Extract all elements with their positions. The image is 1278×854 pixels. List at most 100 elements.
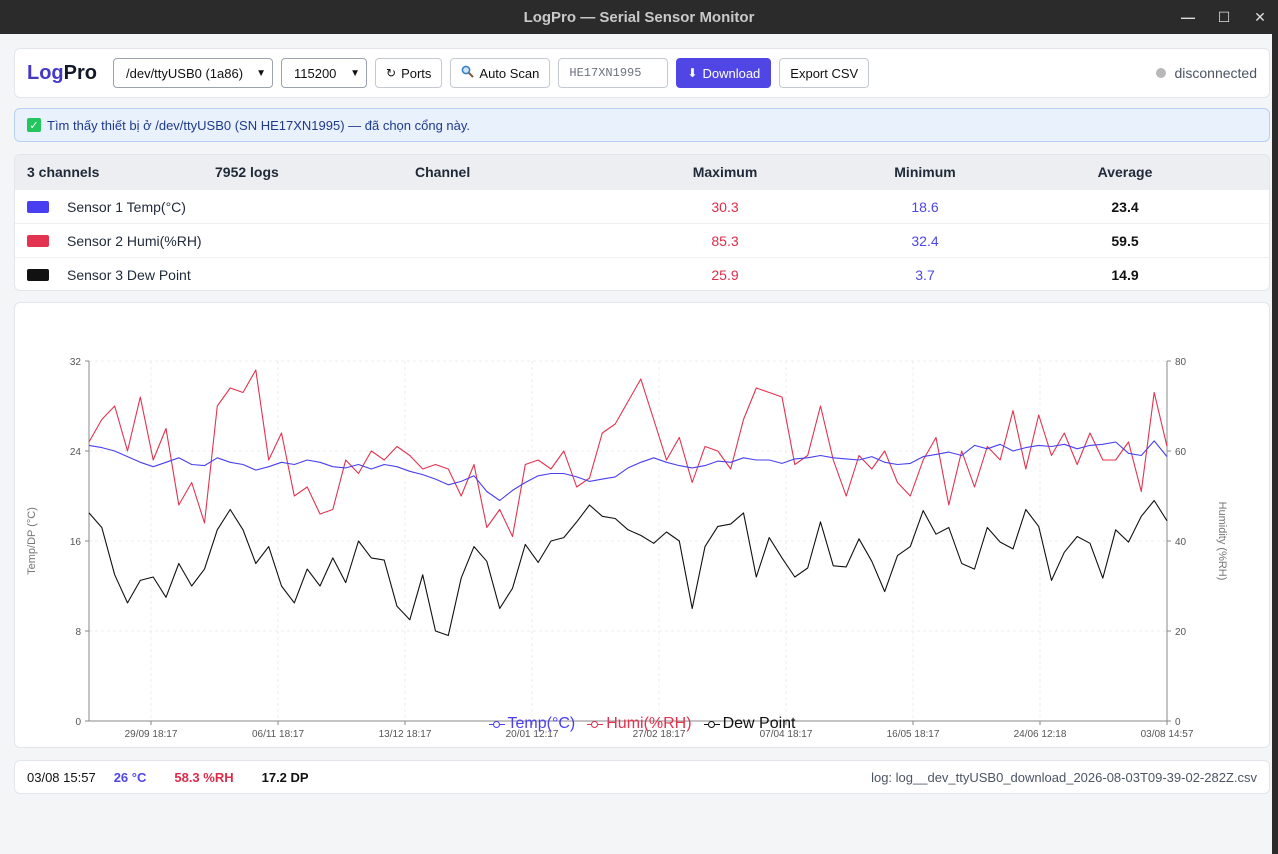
y-tick-left: 8: [75, 627, 81, 638]
legend-marker-icon: [587, 719, 604, 729]
minimize-icon[interactable]: —: [1181, 9, 1195, 25]
avg-value: 59.5: [1111, 232, 1139, 249]
max-value: 85.3: [711, 232, 739, 249]
close-icon[interactable]: ✕: [1254, 8, 1266, 25]
legend-label: Temp(°C): [507, 715, 576, 732]
header-average: Average: [1097, 164, 1153, 180]
legend-item-humi[interactable]: Humi(%RH): [587, 715, 692, 733]
avg-value: 14.9: [1111, 266, 1139, 283]
y-tick-right: 20: [1175, 627, 1187, 638]
stats-header-row: 3 channels 7952 logs Channel Maximum Min…: [15, 155, 1269, 189]
series-line-tempc: [88, 440, 1168, 502]
table-row: Sensor 1 Temp(°C) 30.3 18.6 23.4: [15, 189, 1269, 223]
port-select-value: /dev/ttyUSB0 (1a86): [126, 65, 244, 81]
y-tick-left: 0: [75, 717, 81, 728]
y-tick-right: 40: [1175, 537, 1187, 548]
header-minimum: Minimum: [894, 164, 956, 180]
max-value: 25.9: [711, 266, 739, 283]
x-tick-label: 29/09 18:17: [125, 729, 178, 740]
channel-name: Sensor 2 Humi(%RH): [67, 232, 202, 249]
min-value: 32.4: [911, 232, 939, 249]
header-logs: 7952 logs: [215, 164, 279, 180]
y-tick-left: 32: [70, 357, 82, 368]
log-filename: log: log__dev_ttyUSB0_download_2026-08-0…: [871, 769, 1257, 785]
baud-select[interactable]: 115200 ▼: [281, 58, 367, 88]
avg-value: 23.4: [1111, 198, 1139, 215]
header-maximum: Maximum: [692, 164, 758, 180]
download-label: Download: [702, 65, 761, 81]
table-row: Sensor 3 Dew Point 25.9 3.7 14.9: [15, 257, 1269, 290]
connection-status: disconnected: [1156, 65, 1257, 81]
x-tick-label: 06/11 18:17: [252, 729, 305, 740]
x-tick-label: 03/08 14:57: [1141, 729, 1194, 740]
channel-color-swatch: [27, 268, 49, 281]
toolbar: LogPro /dev/ttyUSB0 (1a86) ▼ 115200 ▼ ↻ …: [14, 48, 1270, 98]
min-value: 3.7: [915, 266, 935, 283]
sensor-chart[interactable]: 0 8 16 24 32 0 20 40 60 80 29/09 18:17 06/11 18:17 1…: [15, 303, 1271, 749]
x-tick-label: 16/05 18:17: [887, 729, 940, 740]
last-dew-point: 17.2 DP: [261, 769, 309, 785]
port-select[interactable]: /dev/ttyUSB0 (1a86) ▼: [113, 58, 273, 88]
y-tick-left: 24: [70, 447, 82, 458]
channel-cell: Sensor 3 Dew Point: [15, 267, 625, 283]
legend-item-temp[interactable]: Temp(°C): [488, 715, 576, 733]
check-icon: ✓: [27, 118, 41, 132]
channel-color-swatch: [27, 200, 49, 213]
legend-label: Dew Point: [722, 715, 796, 732]
header-channel: Channel: [415, 164, 471, 180]
x-tick-label: 24/06 12:18: [1014, 729, 1067, 740]
min-value: 18.6: [911, 198, 939, 215]
last-temp: 26 °C: [113, 769, 147, 785]
app-root: LogPro /dev/ttyUSB0 (1a86) ▼ 115200 ▼ ↻ …: [0, 34, 1272, 854]
channel-name: Sensor 3 Dew Point: [67, 266, 191, 283]
magnifier-icon: [461, 65, 475, 81]
last-humidity: 58.3 %RH: [174, 769, 234, 785]
download-arrow-icon: ⬇: [687, 66, 698, 80]
maximize-icon[interactable]: ☐: [1217, 8, 1231, 25]
chart-legend: Temp(°C) Humi(%RH) Dew Point: [15, 715, 1269, 733]
logo: LogPro: [27, 62, 97, 85]
download-button[interactable]: ⬇ Download: [676, 58, 772, 88]
serial-number-input[interactable]: HE17XN1995: [558, 58, 669, 88]
channel-name: Sensor 1 Temp(°C): [67, 198, 186, 215]
channel-color-swatch: [27, 234, 49, 247]
legend-marker-icon: [488, 719, 505, 729]
y-axis-label-left: Temp/DP (°C): [26, 507, 38, 575]
last-reading-time: 03/08 15:57: [27, 769, 96, 785]
window-titlebar: LogPro — Serial Sensor Monitor — ☐ ✕: [0, 0, 1278, 34]
y-axis-label-right: Humidity (%RH): [1216, 502, 1228, 581]
refresh-icon: ↻: [386, 66, 397, 80]
x-tick-label: 27/02 18:17: [633, 729, 686, 740]
series-line-dewpoint: [88, 499, 1168, 637]
legend-marker-icon: [703, 719, 720, 729]
x-tick-label: 13/12 18:17: [379, 729, 432, 740]
ports-button[interactable]: ↻ Ports: [375, 58, 443, 88]
y-tick-right: 80: [1175, 357, 1187, 368]
window-controls: — ☐ ✕: [1170, 0, 1278, 34]
status-bar: 03/08 15:57 26 °C 58.3 %RH 17.2 DP log: …: [14, 760, 1270, 794]
channel-cell: Sensor 1 Temp(°C): [15, 199, 625, 215]
logo-part2: Pro: [63, 61, 97, 84]
baud-select-value: 115200: [294, 65, 337, 81]
max-value: 30.3: [711, 198, 739, 215]
x-tick-label: 07/04 18:17: [760, 729, 813, 740]
x-tick-label: 20/01 12:17: [506, 729, 559, 740]
info-banner: ✓ Tìm thấy thiết bị ở /dev/ttyUSB0 (SN H…: [14, 108, 1270, 142]
header-channels: 3 channels: [27, 164, 100, 180]
legend-label: Humi(%RH): [606, 715, 692, 732]
chart-card: 0 8 16 24 32 0 20 40 60 80 29/09 18:17 06/11 18:17 1…: [14, 302, 1270, 748]
auto-scan-label: Auto Scan: [479, 65, 540, 81]
export-csv-button[interactable]: Export CSV: [779, 58, 870, 88]
y-tick-right: 0: [1175, 717, 1181, 728]
ports-label: Ports: [401, 65, 432, 81]
legend-item-dewpoint[interactable]: Dew Point: [703, 715, 796, 733]
window-scrollbar[interactable]: [1272, 34, 1278, 854]
connection-status-text: disconnected: [1174, 65, 1257, 81]
window-title: LogPro — Serial Sensor Monitor: [523, 8, 755, 26]
chevron-down-icon: ▼: [256, 67, 266, 79]
auto-scan-button[interactable]: Auto Scan: [450, 58, 551, 88]
y-tick-right: 60: [1175, 447, 1187, 458]
chevron-down-icon: ▼: [350, 67, 360, 79]
channel-cell: Sensor 2 Humi(%RH): [15, 233, 625, 249]
logo-part1: Log: [27, 61, 64, 84]
